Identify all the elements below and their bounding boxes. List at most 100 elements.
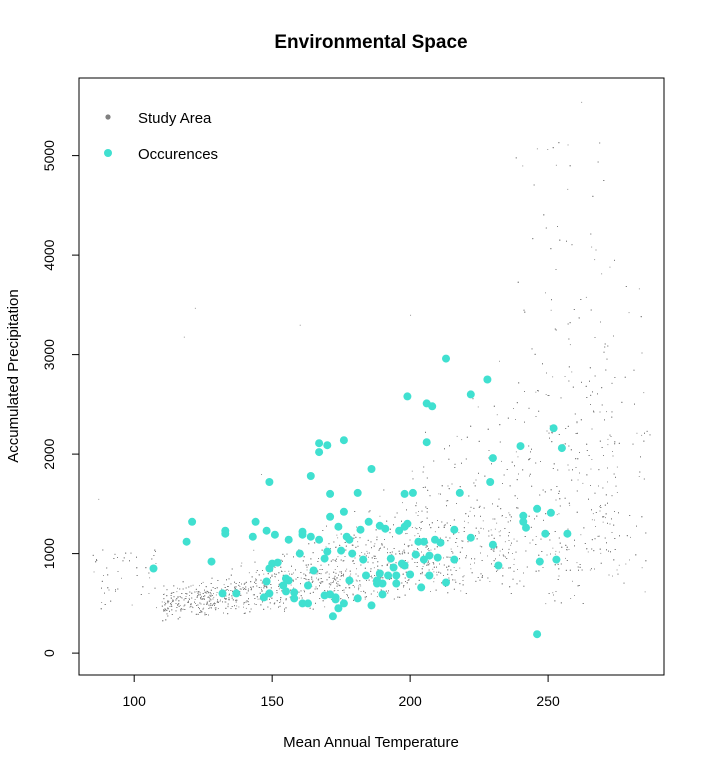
study-area-point	[439, 563, 440, 565]
study-area-point	[326, 525, 327, 527]
study-area-point	[581, 381, 582, 383]
study-area-point	[565, 428, 567, 429]
study-area-point	[448, 458, 450, 460]
study-area-point	[493, 405, 495, 407]
study-area-point	[611, 518, 612, 520]
study-area-point	[502, 567, 504, 569]
study-area-point	[136, 567, 138, 569]
study-area-point	[281, 590, 283, 592]
study-area-point	[104, 604, 106, 605]
study-area-point	[426, 564, 428, 566]
study-area-point	[245, 601, 247, 603]
study-area-point	[546, 430, 548, 432]
study-area-point	[522, 165, 524, 167]
study-area-point	[517, 497, 518, 499]
study-area-point	[433, 571, 435, 573]
study-area-point	[406, 582, 408, 584]
study-area-point	[604, 343, 606, 345]
study-area-point	[421, 551, 422, 553]
study-area-point	[311, 578, 313, 580]
study-area-point	[235, 601, 237, 603]
study-area-point	[222, 601, 223, 603]
study-area-point	[357, 575, 359, 577]
study-area-point	[453, 519, 455, 521]
study-area-point	[535, 536, 537, 537]
study-area-point	[305, 575, 307, 577]
study-area-point	[284, 570, 286, 572]
study-area-point	[243, 613, 245, 614]
study-area-point	[571, 244, 573, 246]
study-area-point	[524, 421, 525, 423]
study-area-point	[409, 588, 410, 590]
study-area-point	[513, 538, 515, 540]
study-area-point	[591, 539, 593, 541]
study-area-point	[460, 590, 462, 592]
study-area-point	[348, 584, 350, 586]
study-area-point	[579, 564, 581, 565]
study-area-point	[227, 586, 229, 587]
study-area-point	[502, 575, 504, 577]
study-area-point	[538, 410, 540, 412]
study-area-point	[426, 511, 428, 513]
study-area-point	[531, 448, 532, 450]
study-area-point	[295, 569, 296, 571]
study-area-point	[276, 590, 278, 591]
study-area-point	[528, 407, 530, 409]
study-area-point	[267, 606, 269, 608]
study-area-point	[172, 601, 174, 602]
study-area-point	[236, 605, 238, 607]
study-area-point	[595, 526, 596, 527]
study-area-point	[381, 577, 383, 579]
study-area-point	[364, 596, 366, 598]
study-area-point	[177, 587, 178, 589]
study-area-point	[625, 286, 627, 287]
study-area-point	[333, 580, 334, 582]
study-area-point	[643, 440, 645, 442]
study-area-point	[334, 587, 336, 589]
study-area-point	[199, 594, 201, 596]
study-area-point	[449, 537, 451, 539]
study-area-point	[352, 593, 354, 595]
study-area-point	[572, 580, 573, 582]
study-area-point	[558, 568, 560, 570]
study-area-point	[185, 596, 187, 597]
study-area-point	[284, 610, 285, 612]
study-area-point	[343, 575, 344, 577]
study-area-point	[603, 516, 605, 518]
study-area-point	[524, 311, 526, 313]
study-area-point	[455, 542, 457, 543]
study-area-point	[334, 590, 336, 591]
study-area-point	[444, 448, 445, 450]
study-area-point	[555, 591, 557, 592]
study-area-point	[282, 553, 284, 555]
study-area-point	[623, 582, 625, 584]
study-area-point	[196, 591, 198, 593]
study-area-point	[338, 584, 340, 586]
study-area-point	[591, 459, 593, 460]
study-area-point	[430, 549, 432, 551]
study-area-point	[476, 538, 478, 540]
study-area-point	[389, 552, 391, 554]
study-area-point	[441, 521, 443, 523]
study-area-point	[293, 556, 294, 558]
study-area-point	[404, 552, 406, 554]
study-area-point	[367, 552, 368, 554]
study-area-point	[506, 469, 508, 470]
study-area-point	[428, 548, 429, 549]
study-area-point	[474, 485, 476, 487]
study-area-point	[344, 542, 346, 543]
study-area-point	[541, 551, 543, 552]
study-area-point	[488, 535, 490, 537]
study-area-point	[206, 590, 208, 592]
study-area-point	[302, 560, 304, 562]
study-area-point	[374, 543, 376, 545]
study-area-point	[424, 486, 426, 488]
study-area-point	[180, 610, 182, 612]
study-area-point	[262, 601, 263, 603]
study-area-point	[615, 476, 616, 478]
study-area-point	[457, 545, 459, 547]
study-area-point	[194, 601, 195, 603]
study-area-point	[451, 551, 453, 552]
study-area-point	[555, 499, 557, 501]
study-area-point	[194, 591, 196, 593]
